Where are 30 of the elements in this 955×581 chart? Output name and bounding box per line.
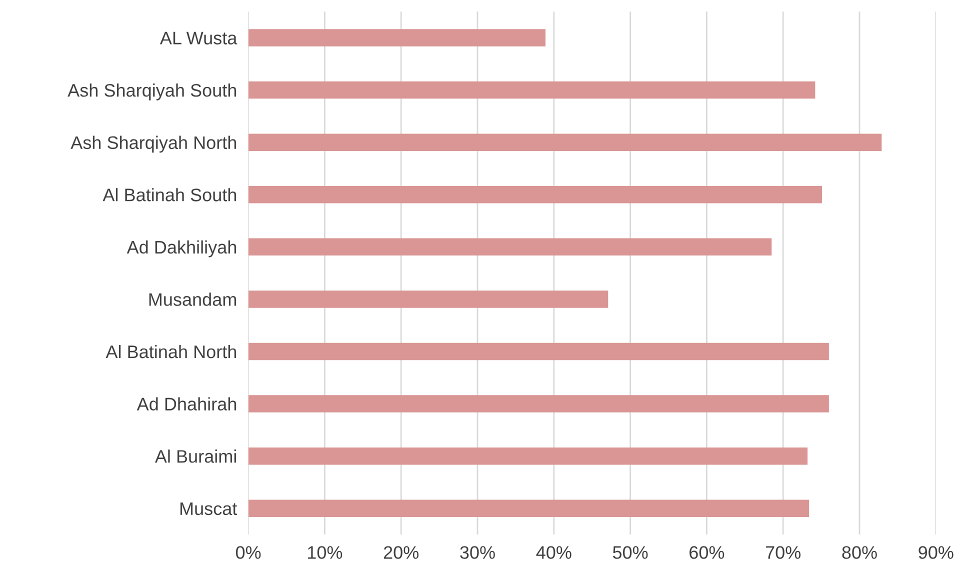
y-tick-label: Ad Dakhiliyah [126, 240, 236, 258]
bar [248, 29, 546, 46]
y-tick-label: AL Wusta [160, 32, 238, 44]
y-tick-label: Muscat [180, 502, 238, 516]
bar [248, 81, 816, 99]
x-tick-label: 60% [690, 546, 724, 559]
y-tick-label: Ad Dhahirah [136, 397, 236, 411]
y-tick-label: Al Buraimi [154, 450, 236, 463]
x-tick-label: 90% [918, 546, 954, 559]
y-tick-label: Musandam [149, 292, 236, 306]
x-tick-label: 0% [236, 546, 261, 559]
x-tick-label: 10% [308, 546, 342, 559]
x-tick-label: 80% [842, 546, 877, 559]
y-tick-label: Ash Sharqiyah South [68, 84, 236, 100]
bar [248, 447, 808, 465]
x-tick-label: 50% [612, 546, 648, 559]
y-tick-label: Al Batinah North [106, 344, 236, 358]
x-tick-label: 40% [536, 546, 572, 559]
x-tick-label: 20% [384, 546, 419, 559]
x-tick-label: 30% [460, 546, 495, 559]
x-tick-label: 70% [766, 546, 801, 559]
bar [248, 134, 882, 151]
y-tick-label: Ash Sharqiyah North [70, 136, 236, 153]
y-tick-label: Al Batinah South [102, 188, 236, 202]
bar [248, 500, 810, 518]
bar [248, 290, 608, 308]
bar [248, 342, 829, 360]
bar [248, 395, 829, 412]
bar [248, 186, 822, 204]
bar [248, 238, 772, 256]
